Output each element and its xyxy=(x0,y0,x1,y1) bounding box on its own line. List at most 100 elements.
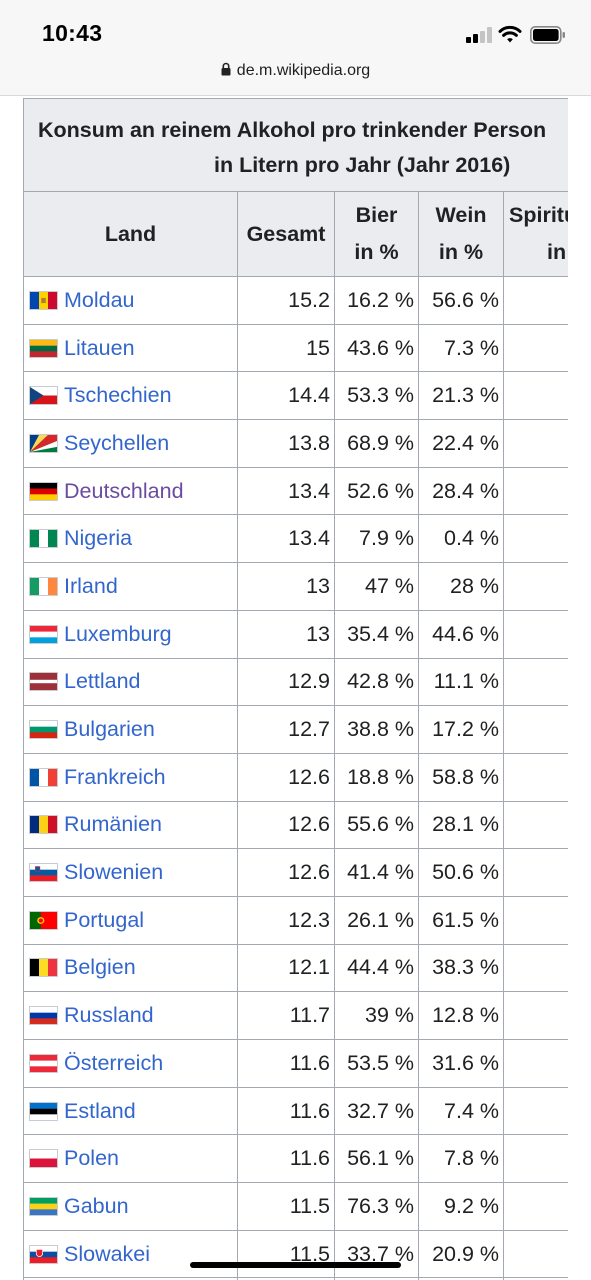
slovakia-flag-icon xyxy=(29,1244,58,1264)
column-header-spirituosen[interactable]: Spirituosenin % xyxy=(503,191,568,277)
cell-spirituosen xyxy=(503,657,568,707)
country-link[interactable]: Lettland xyxy=(64,669,141,694)
column-header-bier[interactable]: Bier in % xyxy=(334,191,419,277)
cell-bier: 32.7 % xyxy=(334,1086,419,1136)
cell-gesamt: 14.4 xyxy=(237,371,335,421)
cell-wein: 7.8 % xyxy=(418,1134,504,1184)
cell-bier: 26.1 % xyxy=(334,895,419,945)
table-row: Rumänien 12.655.6 %28.1 %1 xyxy=(23,800,568,850)
status-time: 10:43 xyxy=(42,20,103,46)
cell-wein: 38.3 % xyxy=(418,943,504,993)
column-header-land[interactable]: Land xyxy=(23,191,238,277)
country-link[interactable]: Moldau xyxy=(64,287,135,312)
cell-gesamt: 12.9 xyxy=(237,657,335,707)
country-link[interactable]: Estland xyxy=(64,1098,136,1123)
column-header-gesamt[interactable]: Gesamt xyxy=(237,191,335,277)
cell-bier: 53.3 % xyxy=(334,371,419,421)
cell-wein: 50.6 % xyxy=(418,848,504,897)
cell-land: Slowenien xyxy=(23,848,238,897)
country-link[interactable]: Litauen xyxy=(64,335,135,360)
cell-spirituosen: 2 xyxy=(503,752,568,802)
cell-wein: 56.6 % xyxy=(418,276,504,325)
table-caption-line-1: Konsum an reinem Alkohol pro trinkender … xyxy=(38,118,547,142)
cell-land: Gabun xyxy=(23,1182,238,1231)
cell-spirituosen xyxy=(503,895,568,945)
cell-land: Österreich xyxy=(23,1039,238,1088)
cell-land: Bulgarien xyxy=(23,705,238,754)
country-link[interactable]: Belgien xyxy=(64,955,136,980)
home-indicator[interactable] xyxy=(190,1262,401,1268)
cell-land: Estland xyxy=(23,1086,238,1136)
cell-gesamt: 11.6 xyxy=(237,1086,335,1136)
cell-spirituosen: 1 xyxy=(503,1182,568,1231)
country-link[interactable]: Irland xyxy=(64,573,118,598)
table-row: Russland 11.739 %12.8 %3 xyxy=(23,991,568,1040)
table-row: Moldau 15.216.2 %56.6 %2 xyxy=(23,276,568,325)
germany-flag-icon xyxy=(29,481,58,501)
cell-bier: 53.5 % xyxy=(334,1039,419,1088)
cell-wein: 20.9 % xyxy=(418,1229,504,1279)
portugal-flag-icon xyxy=(29,910,58,930)
country-link[interactable]: Deutschland xyxy=(64,478,184,503)
cell-spirituosen: 1 xyxy=(503,1039,568,1088)
table-row: Belgien 12.144.4 %38.3 %1 xyxy=(23,943,568,993)
cell-wein: 31.6 % xyxy=(418,1039,504,1088)
country-link[interactable]: Nigeria xyxy=(64,526,133,551)
country-link[interactable]: Luxemburg xyxy=(64,621,172,646)
cell-gesamt: 12.6 xyxy=(237,848,335,897)
cell-gesamt: 12.6 xyxy=(237,800,335,850)
url-text: de.m.wikipedia.org xyxy=(236,62,371,79)
cell-bier: 55.6 % xyxy=(334,800,419,850)
country-link[interactable]: Slowenien xyxy=(64,860,164,885)
country-link[interactable]: Russland xyxy=(64,1003,154,1028)
column-header-wein[interactable]: Wein in % xyxy=(418,191,504,277)
luxembourg-flag-icon xyxy=(29,624,58,644)
czechia-flag-icon xyxy=(29,386,58,406)
cell-spirituosen xyxy=(503,1134,568,1184)
cell-gesamt: 11.7 xyxy=(237,991,335,1040)
country-link[interactable]: Österreich xyxy=(64,1050,164,1075)
cell-gesamt: 11.6 xyxy=(237,1039,335,1088)
cell-wein: 21.3 % xyxy=(418,371,504,421)
nigeria-flag-icon xyxy=(29,529,58,549)
poland-flag-icon xyxy=(29,1149,58,1169)
cell-bier: 41.4 % xyxy=(334,848,419,897)
cell-land: Seychellen xyxy=(23,419,238,468)
lithuania-flag-icon xyxy=(29,338,58,358)
country-link[interactable]: Gabun xyxy=(64,1193,129,1218)
country-link[interactable]: Tschechien xyxy=(64,383,172,408)
table-row: Lettland 12.9 42.8 % 11.1 % xyxy=(23,657,568,707)
cell-spirituosen: 4 xyxy=(503,705,568,754)
cell-gesamt: 11.6 xyxy=(237,1134,335,1184)
moldova-flag-icon xyxy=(29,290,58,310)
cell-bier: 18.8 % xyxy=(334,752,419,802)
austria-flag-icon xyxy=(29,1053,58,1073)
gabon-flag-icon xyxy=(29,1196,58,1216)
cell-gesamt: 13.4 xyxy=(237,466,335,516)
address-bar[interactable]: de.m.wikipedia.org xyxy=(0,62,591,80)
cell-bier: 44.4 % xyxy=(334,943,419,993)
table-row: Slowenien 12.6 41.4 % 50.6 % xyxy=(23,848,568,897)
cell-gesamt: 11.5 xyxy=(237,1182,335,1231)
country-link[interactable]: Seychellen xyxy=(64,430,170,455)
country-link[interactable]: Slowakei xyxy=(64,1241,151,1266)
cell-land: Luxemburg xyxy=(23,609,238,659)
table-row: Portugal 12.3 26.1 % 61.5 % xyxy=(23,895,568,945)
table-caption-line-2: in Litern pro Jahr (Jahr 2016) xyxy=(214,153,511,177)
country-link[interactable]: Frankreich xyxy=(64,764,166,789)
country-link[interactable]: Polen xyxy=(64,1146,119,1171)
country-link[interactable]: Rumänien xyxy=(64,812,162,837)
cell-spirituosen: 2 xyxy=(503,371,568,421)
country-link[interactable]: Bulgarien xyxy=(64,717,155,742)
table-scroll-container[interactable]: Konsum an reinem Alkohol pro trinkender … xyxy=(23,98,568,1280)
romania-flag-icon xyxy=(29,815,58,835)
cell-gesamt: 15.2 xyxy=(237,276,335,325)
country-link[interactable]: Portugal xyxy=(64,907,145,932)
alcohol-consumption-table: Konsum an reinem Alkohol pro trinkender … xyxy=(23,98,568,1280)
cell-land: Belgien xyxy=(23,943,238,993)
france-flag-icon xyxy=(29,767,58,787)
table-row: Estland 11.632.7 %7.4 %5 xyxy=(23,1086,568,1136)
belgium-flag-icon xyxy=(29,958,58,978)
cell-bier: 7.9 % xyxy=(334,514,419,564)
